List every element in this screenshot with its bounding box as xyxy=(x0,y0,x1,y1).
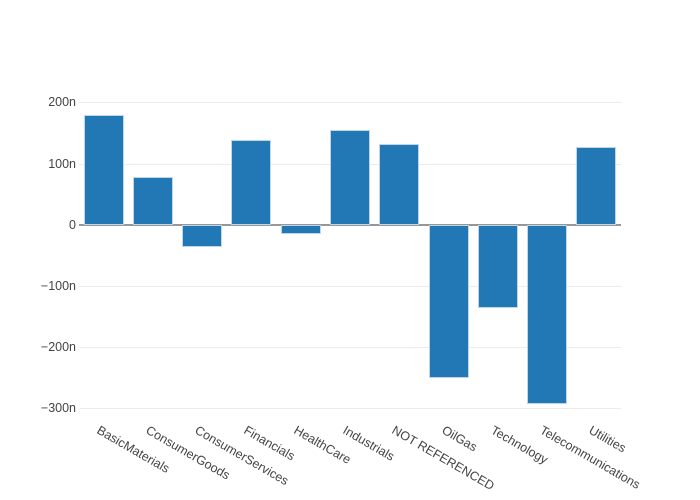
bar-technology[interactable] xyxy=(477,224,518,308)
y-tick-label: 200n xyxy=(48,95,76,110)
gridline xyxy=(79,285,621,287)
bar-not-referenced[interactable] xyxy=(379,143,420,225)
bar-oilgas[interactable] xyxy=(428,224,469,379)
y-tick-label: −300n xyxy=(40,400,76,415)
bar-industrials[interactable] xyxy=(330,129,370,225)
gridline xyxy=(79,347,621,349)
bar-healthcare[interactable] xyxy=(280,224,321,234)
bar-basicmaterials[interactable] xyxy=(83,115,124,225)
x-tick-label: ConsumerGoods xyxy=(143,423,233,483)
x-tick-label: OilGas xyxy=(439,423,480,455)
gridline xyxy=(79,102,621,104)
bar-consumergoods[interactable] xyxy=(132,176,173,225)
y-tick-label: 100n xyxy=(48,156,76,171)
bar-consumerservices[interactable] xyxy=(182,224,223,248)
gridline xyxy=(79,408,621,410)
bar-telecommunications[interactable] xyxy=(527,224,568,404)
bar-financials[interactable] xyxy=(231,139,272,225)
bar-utilities[interactable] xyxy=(576,147,617,225)
y-tick-label: 0 xyxy=(69,217,76,232)
y-tick-label: −200n xyxy=(40,339,76,354)
zero-line xyxy=(79,223,621,226)
y-tick-label: −100n xyxy=(40,278,76,293)
